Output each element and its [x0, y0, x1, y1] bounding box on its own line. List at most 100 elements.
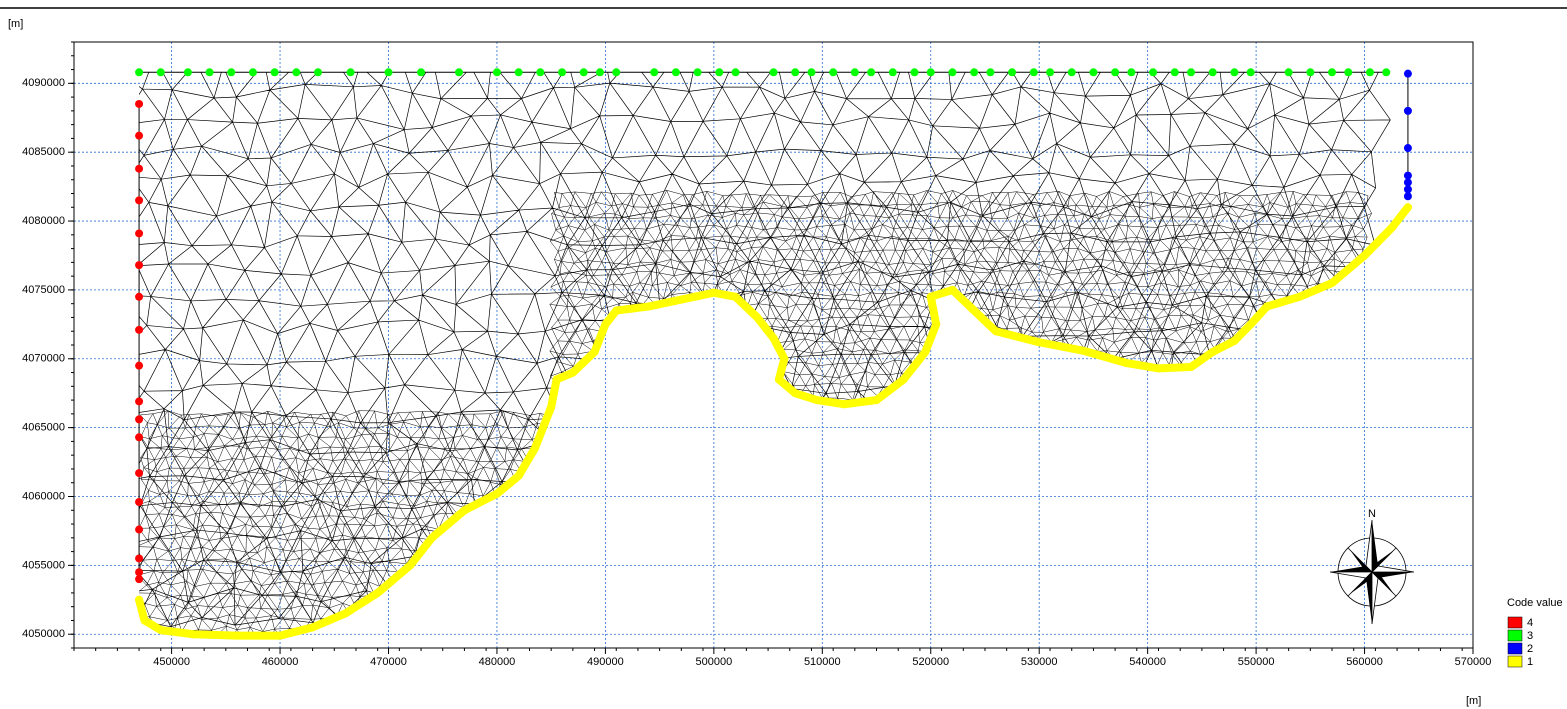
boundary-node: [1171, 68, 1179, 76]
boundary-node: [753, 313, 761, 321]
legend-swatch: [1508, 617, 1522, 628]
boundary-node: [547, 403, 555, 411]
boundary-node: [1404, 178, 1412, 186]
page: {"chart_data": {"type": "scatter", "y_la…: [0, 0, 1567, 709]
boundary-node: [732, 293, 740, 301]
boundary-node: [1263, 302, 1271, 310]
boundary-node: [135, 554, 143, 562]
x-tick-label: 480000: [479, 656, 516, 668]
compass-rose: N: [1330, 508, 1414, 624]
x-tick-label: 460000: [262, 656, 299, 668]
boundary-node: [612, 68, 620, 76]
legend-label: 1: [1527, 656, 1533, 668]
legend-label: 2: [1527, 643, 1533, 655]
legend-swatch: [1508, 643, 1522, 654]
boundary-node: [873, 396, 881, 404]
boundary-node: [1046, 68, 1054, 76]
boundary-node: [157, 626, 165, 634]
boundary-node: [1285, 68, 1293, 76]
boundary-node: [135, 196, 143, 204]
boundary-node: [157, 68, 165, 76]
boundary-node: [1008, 68, 1016, 76]
boundary-node: [927, 68, 935, 76]
boundary-node: [840, 400, 848, 408]
boundary-node: [1404, 172, 1412, 180]
boundary-node: [1230, 68, 1238, 76]
legend-title: Code value: [1507, 597, 1563, 609]
boundary-node: [292, 68, 300, 76]
boundary-node: [694, 68, 702, 76]
boundary-node: [986, 68, 994, 76]
y-tick-label: 4075000: [22, 284, 65, 296]
boundary-node: [1209, 68, 1217, 76]
y-tick-label: 4080000: [22, 215, 65, 227]
boundary-node: [580, 68, 588, 76]
boundary-node: [233, 632, 241, 640]
boundary-node: [135, 326, 143, 334]
boundary-node: [1068, 68, 1076, 76]
boundary-node: [455, 68, 463, 76]
boundary-node: [1247, 320, 1255, 328]
boundary-node: [791, 389, 799, 397]
boundary-node: [493, 490, 501, 498]
y-tick-label: 4090000: [22, 77, 65, 89]
boundary-node: [1122, 359, 1130, 367]
boundary-node: [1149, 68, 1157, 76]
boundary-node: [910, 68, 918, 76]
boundary-node: [1035, 338, 1043, 346]
boundary-node: [770, 334, 778, 342]
boundary-node: [1366, 68, 1374, 76]
boundary-node: [992, 327, 1000, 335]
boundary-node: [135, 596, 143, 604]
y-tick-label: 4055000: [22, 559, 65, 571]
boundary-node: [775, 375, 783, 383]
boundary-node: [135, 397, 143, 405]
boundary-node: [135, 415, 143, 423]
boundary-node: [406, 561, 414, 569]
boundary-node: [1187, 68, 1195, 76]
boundary-node: [531, 444, 539, 452]
boundary-node: [677, 296, 685, 304]
boundary-node: [135, 68, 143, 76]
boundary-node: [135, 575, 143, 583]
y-tick-label: 4085000: [22, 146, 65, 158]
boundary-node: [591, 348, 599, 356]
boundary-node: [813, 396, 821, 404]
boundary-node: [1361, 251, 1369, 259]
boundary-node: [1404, 185, 1412, 193]
legend-label: 3: [1527, 630, 1533, 642]
boundary-node: [645, 302, 653, 310]
boundary-node: [732, 68, 740, 76]
boundary-node: [417, 68, 425, 76]
boundary-node: [385, 68, 393, 76]
boundary-node: [1404, 203, 1412, 211]
boundary-node: [135, 568, 143, 576]
boundary-node: [135, 100, 143, 108]
boundary-node: [900, 375, 908, 383]
boundary-node: [428, 534, 436, 542]
boundary-node: [1295, 293, 1303, 301]
boundary-node: [1079, 347, 1087, 355]
boundary-node: [227, 68, 235, 76]
y-tick-label: 4050000: [22, 628, 65, 640]
boundary-node: [1328, 279, 1336, 287]
boundary-node: [601, 320, 609, 328]
x-tick-label: 510000: [804, 656, 841, 668]
boundary-node: [1388, 224, 1396, 232]
x-tick-label: 470000: [370, 656, 407, 668]
boundary-node: [1344, 68, 1352, 76]
north-label: N: [1368, 508, 1376, 520]
boundary-node: [553, 375, 561, 383]
legend-swatch: [1508, 656, 1522, 667]
boundary-node: [135, 498, 143, 506]
boundary-node: [829, 68, 837, 76]
x-tick-label: 530000: [1021, 656, 1058, 668]
boundary-node: [948, 68, 956, 76]
y-tick-label: 4060000: [22, 490, 65, 502]
boundary-node: [140, 616, 148, 624]
boundary-node: [1404, 144, 1412, 152]
x-tick-label: 450000: [153, 656, 190, 668]
boundary-node: [851, 68, 859, 76]
boundary-node: [715, 68, 723, 76]
x-tick-label: 500000: [695, 656, 732, 668]
